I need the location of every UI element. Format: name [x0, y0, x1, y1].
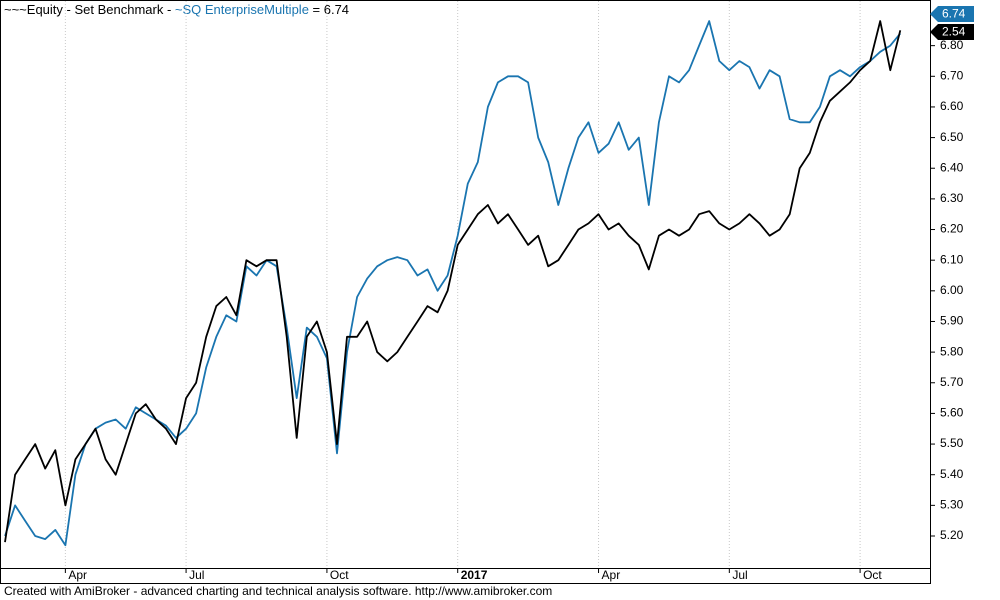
x-tick-label: Apr [602, 568, 621, 582]
title-part: ~~~Equity - Set Benchmark - [4, 2, 175, 17]
y-tick-label: 5.20 [940, 528, 964, 542]
y-tick-label: 6.60 [940, 99, 964, 113]
x-tick-label: Jul [189, 568, 204, 582]
y-tick-label: 6.10 [940, 252, 964, 266]
x-tick-label: 2017 [461, 568, 488, 582]
plot-frame [0, 0, 931, 584]
y-tick-label: 5.70 [940, 375, 964, 389]
title-part: ~SQ EnterpriseMultiple [175, 2, 309, 17]
y-tick-label: 6.20 [940, 222, 964, 236]
y-tick-label: 5.30 [940, 498, 964, 512]
y-tick-label: 5.50 [940, 436, 964, 450]
x-tick-label: Apr [68, 568, 87, 582]
title-part: = 6.74 [309, 2, 349, 17]
footer: Created with AmiBroker - advanced charti… [4, 584, 552, 598]
x-tick-label: Jul [732, 568, 747, 582]
y-tick-label: 6.40 [940, 160, 964, 174]
y-tick-label: 6.70 [940, 68, 964, 82]
y-tick-label: 5.90 [940, 314, 964, 328]
y-tick-label: 6.50 [940, 130, 964, 144]
last-value-label: 2.54 [942, 25, 966, 39]
last-value-label: 6.74 [942, 7, 966, 21]
y-tick-label: 6.30 [940, 191, 964, 205]
y-tick-label: 6.80 [940, 38, 964, 52]
y-tick-label: 5.80 [940, 344, 964, 358]
series-line [4, 20, 902, 543]
chart-title: ~~~Equity - Set Benchmark - ~SQ Enterpri… [4, 2, 349, 17]
y-tick-label: 6.00 [940, 283, 964, 297]
y-tick-label: 5.40 [940, 467, 964, 481]
x-tick-label: Oct [863, 568, 882, 582]
last-value-box [930, 24, 974, 40]
y-tick-label: 5.60 [940, 406, 964, 420]
x-tick-label: Oct [330, 568, 349, 582]
last-value-box [930, 6, 974, 22]
